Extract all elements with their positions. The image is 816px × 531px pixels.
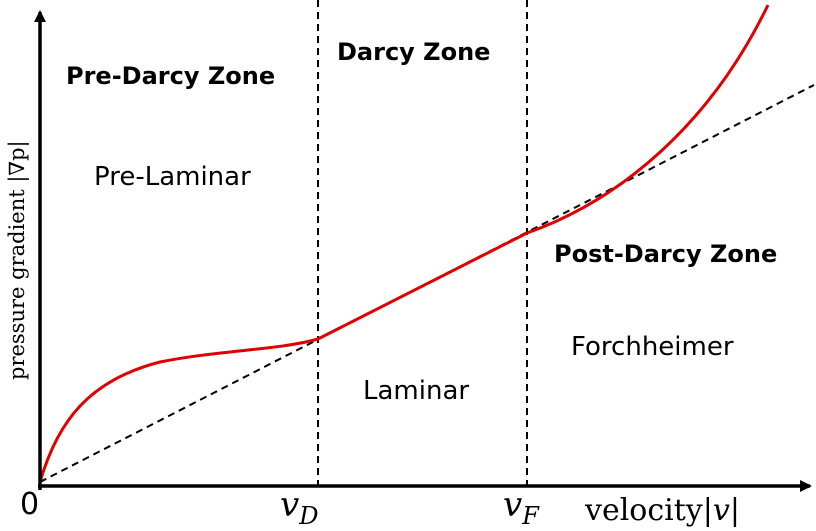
x-axis-label: velocity|v| <box>584 493 740 528</box>
pre-laminar-label: Pre-Laminar <box>94 162 251 192</box>
pre-darcy-zone-title: Pre-Darcy Zone <box>66 62 275 90</box>
vF-label: vF <box>503 485 540 530</box>
darcy-zone-title: Darcy Zone <box>337 38 490 66</box>
pressure-curve <box>38 4 770 483</box>
laminar-label: Laminar <box>363 376 469 406</box>
y-axis-label: pressure gradient |∇p| <box>5 140 30 380</box>
forchheimer-label: Forchheimer <box>571 332 734 362</box>
vD-label: vD <box>280 485 318 530</box>
post-darcy-zone-title: Post-Darcy Zone <box>554 240 777 268</box>
origin-label: 0 <box>20 487 39 522</box>
vF-subscript: F <box>521 502 540 530</box>
x-axis-variable: |v| <box>703 493 740 528</box>
vD-subscript: D <box>298 502 318 530</box>
